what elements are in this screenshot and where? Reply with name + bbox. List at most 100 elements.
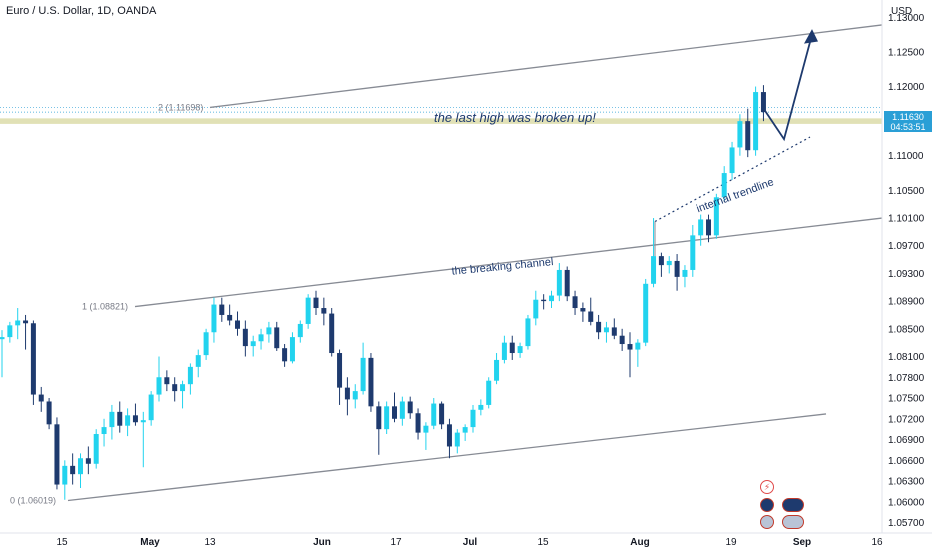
candle-body xyxy=(78,458,83,475)
candle-body xyxy=(180,384,186,392)
candle-body xyxy=(706,219,711,236)
breakout-zone xyxy=(0,118,882,124)
candle-body xyxy=(352,391,358,400)
price-tick-label: 1.06600 xyxy=(888,456,925,467)
candle-body xyxy=(242,328,248,347)
candle-body xyxy=(729,147,735,174)
candle-body xyxy=(549,295,554,302)
candle-body xyxy=(172,384,178,392)
time-tick-label: Aug xyxy=(630,537,649,548)
price-tick-label: 1.06000 xyxy=(888,497,925,508)
price-tick-label: 1.09700 xyxy=(888,241,925,252)
channel-annotation: the breaking channel xyxy=(451,256,554,278)
candle-body xyxy=(344,387,350,400)
candle-body xyxy=(596,321,602,333)
candle-body xyxy=(266,327,272,335)
price-tick-label: 1.11000 xyxy=(888,151,924,162)
price-tick-label: 1.06900 xyxy=(888,435,925,446)
candle-body xyxy=(533,299,539,319)
candle-body xyxy=(627,344,633,350)
candle-body xyxy=(46,401,52,425)
candle-body xyxy=(132,415,138,423)
candle-body xyxy=(360,357,366,392)
candle-body xyxy=(195,355,201,367)
candle-body xyxy=(603,327,609,333)
projection-arrow xyxy=(764,34,813,142)
candle-body xyxy=(643,283,649,343)
candle-body xyxy=(635,342,641,350)
price-tick-label: 1.08500 xyxy=(888,324,925,335)
candle-body xyxy=(289,337,295,362)
candle-body xyxy=(140,420,146,423)
candle-body xyxy=(517,346,523,354)
candle-body xyxy=(611,327,617,336)
candle-body xyxy=(203,332,209,356)
candle-body xyxy=(462,427,468,433)
last-price-tag: 1.11630 04:53:51 xyxy=(884,111,932,132)
time-tick-label: 15 xyxy=(537,537,549,548)
time-tick-label: 16 xyxy=(871,537,883,548)
candle-body xyxy=(494,359,500,381)
candle-body xyxy=(62,465,68,485)
candle-body xyxy=(235,320,240,329)
candle-body xyxy=(690,235,696,270)
price-tick-label: 1.07800 xyxy=(888,373,925,384)
candle-body xyxy=(666,260,672,266)
candle-body xyxy=(164,377,170,385)
candle-body xyxy=(305,297,311,324)
price-tick-label: 1.05700 xyxy=(888,518,925,529)
candle-body xyxy=(431,403,437,426)
time-tick-label: 17 xyxy=(390,537,402,548)
time-tick-label: 13 xyxy=(204,537,216,548)
candle-body xyxy=(258,334,264,342)
economic-event-icon[interactable] xyxy=(760,498,774,512)
us-flag-event-icon[interactable] xyxy=(760,515,774,529)
candle-body xyxy=(0,337,5,340)
price-tick-label: 1.09300 xyxy=(888,269,925,280)
candle-body xyxy=(23,320,29,324)
candle-body xyxy=(439,403,445,425)
candle-body xyxy=(109,411,115,428)
candle-body xyxy=(753,92,759,151)
price-axis-bg xyxy=(882,0,932,550)
candle-body xyxy=(321,308,327,314)
candle-body xyxy=(148,394,154,421)
price-tick-label: 1.10100 xyxy=(888,214,925,225)
candle-body xyxy=(446,424,452,447)
time-tick-label: Jul xyxy=(463,537,478,548)
candle-body xyxy=(745,121,751,151)
breakout-annotation: the last high was broken up! xyxy=(434,110,596,125)
us-flag-event-group-icon[interactable] xyxy=(782,515,804,529)
candle-body xyxy=(297,323,303,338)
price-tick-label: 1.07200 xyxy=(888,414,925,425)
price-tick-label: 1.06300 xyxy=(888,477,925,488)
candle-body xyxy=(721,173,727,198)
candle-body xyxy=(619,335,625,345)
candle-body xyxy=(93,434,99,464)
candle-body xyxy=(329,313,335,354)
candle-body xyxy=(384,406,390,430)
candle-body xyxy=(478,404,484,410)
candle-body xyxy=(501,342,507,360)
price-tick-label: 1.07500 xyxy=(888,394,925,405)
time-tick-label: May xyxy=(140,537,160,548)
time-tick-label: Jun xyxy=(313,537,331,548)
candle-body xyxy=(556,269,562,296)
price-tick-label: 1.08900 xyxy=(888,297,925,308)
candle-body xyxy=(572,296,578,309)
lightning-event-icon[interactable]: ⚡ xyxy=(760,480,774,494)
candle-body xyxy=(588,311,594,322)
candle-body xyxy=(392,406,397,419)
chart-title: Euro / U.S. Dollar, 1D, OANDA xyxy=(6,5,157,17)
price-tick-label: 1.12000 xyxy=(888,82,925,93)
candle-body xyxy=(313,297,319,309)
price-tick-label: 1.12500 xyxy=(888,47,925,58)
time-tick-label: 19 xyxy=(725,537,737,548)
trendline-annotation: internal trendline xyxy=(695,176,776,215)
candle-body xyxy=(407,401,413,414)
fib-level-label: 2 (1.11698) xyxy=(158,102,203,112)
fib-level-label: 1 (1.08821) xyxy=(82,302,128,312)
economic-event-group-icon[interactable] xyxy=(782,498,804,512)
candle-body xyxy=(580,308,586,312)
